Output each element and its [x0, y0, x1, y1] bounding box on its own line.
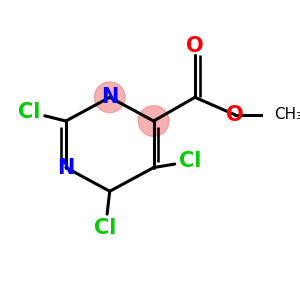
Text: N: N — [101, 87, 118, 107]
Text: CH₃: CH₃ — [274, 107, 300, 122]
Text: O: O — [186, 36, 204, 56]
Text: Cl: Cl — [179, 151, 202, 170]
Text: O: O — [226, 105, 244, 125]
Text: Cl: Cl — [94, 218, 116, 238]
Circle shape — [94, 82, 125, 113]
Text: Cl: Cl — [18, 102, 40, 122]
Circle shape — [138, 106, 169, 136]
Text: N: N — [57, 158, 74, 178]
